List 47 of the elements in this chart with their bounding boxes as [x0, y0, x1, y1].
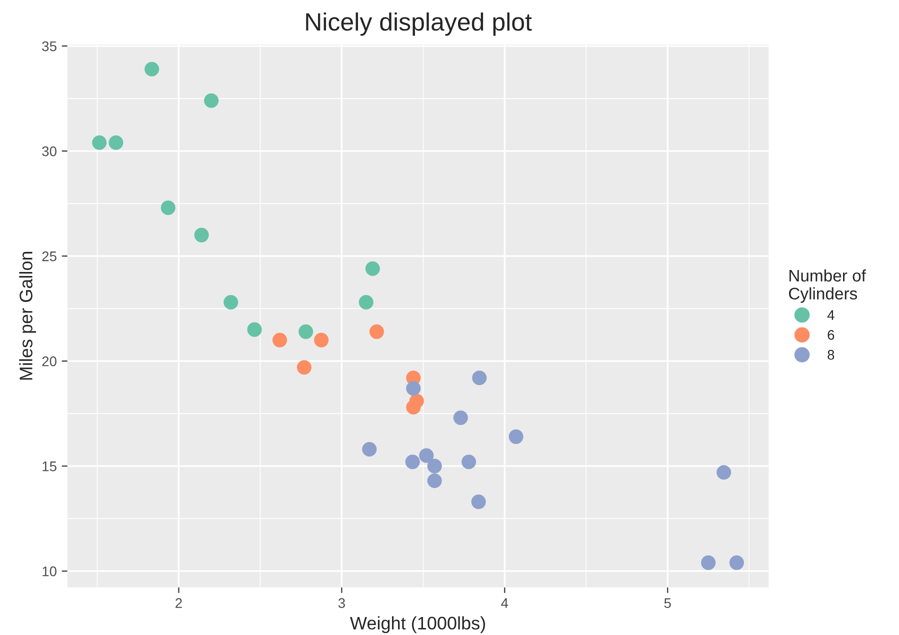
- point: [406, 381, 421, 396]
- y-tick-label: 15: [42, 462, 56, 472]
- y-tick-label: 25: [42, 251, 56, 262]
- legend-label: 4: [827, 310, 834, 320]
- point: [369, 324, 384, 339]
- point: [406, 400, 421, 415]
- point: [453, 410, 468, 426]
- point: [419, 448, 434, 463]
- point: [365, 261, 380, 276]
- point: [296, 360, 312, 375]
- y-tick-label: 20: [42, 356, 56, 366]
- point: [358, 294, 374, 310]
- x-axis-title: Weight (1000lbs): [350, 616, 485, 634]
- point: [194, 228, 209, 242]
- x-tick-label: 3: [338, 598, 345, 608]
- point: [471, 494, 486, 510]
- point: [508, 429, 524, 444]
- point: [427, 458, 442, 474]
- x-tick-label: 4: [501, 598, 508, 608]
- point: [160, 200, 176, 216]
- y-tick-label: 10: [42, 566, 56, 576]
- legend-title: Number of Cylinders: [789, 269, 866, 303]
- point: [224, 294, 238, 310]
- point: [701, 555, 716, 570]
- x-tick-label: 2: [176, 598, 182, 608]
- legend-label: 8: [828, 350, 834, 360]
- point: [272, 332, 288, 348]
- point: [108, 135, 124, 150]
- point: [729, 555, 744, 570]
- point: [462, 454, 476, 470]
- y-tick-label: 35: [42, 41, 56, 52]
- point: [405, 454, 420, 470]
- point: [716, 465, 732, 480]
- point: [362, 442, 377, 457]
- y-axis-title: Miles per Gallon: [19, 252, 36, 380]
- point: [427, 474, 442, 488]
- y-tick-label: 30: [42, 146, 56, 156]
- point: [314, 332, 329, 348]
- legend-label: 6: [828, 330, 834, 340]
- point: [298, 324, 314, 339]
- point: [472, 370, 487, 386]
- x-tick-label: 5: [664, 598, 671, 608]
- chart-title: Nicely displayed plot: [306, 12, 532, 36]
- point: [144, 62, 160, 76]
- point: [204, 93, 219, 108]
- point: [92, 135, 107, 150]
- point: [247, 322, 262, 337]
